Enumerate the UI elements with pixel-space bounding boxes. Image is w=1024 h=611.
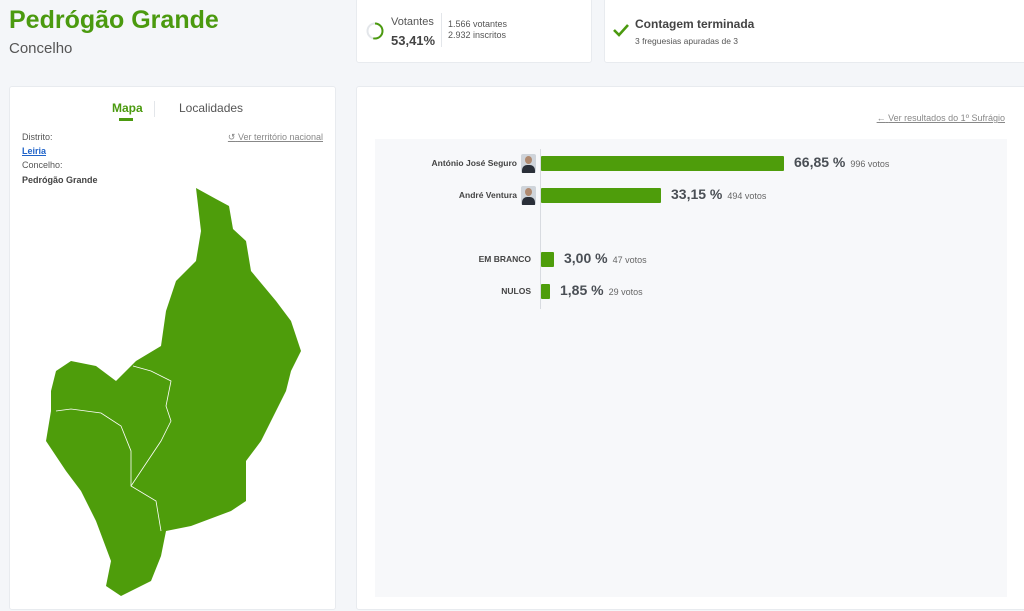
map-region <box>46 188 301 596</box>
turnout-card: Votantes 53,41% 1.566 votantes 2.932 ins… <box>356 0 592 63</box>
municipality-label: Concelho: <box>22 160 63 170</box>
turnout-percent: 53,41% <box>391 33 436 48</box>
active-tab-indicator <box>119 118 133 121</box>
count-status-detail: 3 freguesias apuradas de 3 <box>635 36 739 46</box>
result-bar <box>541 252 554 267</box>
result-percent: 66,85 % <box>794 154 846 170</box>
result-row: NULOS 1,85 % 29 votos <box>375 282 1007 300</box>
district-link[interactable]: Leiria <box>22 146 47 156</box>
results-chart: António José Seguro 66,85 % 996 votos André… <box>375 139 1007 597</box>
district-label: Distrito: <box>22 132 53 142</box>
page-subtitle: Concelho <box>9 40 73 57</box>
result-percent: 1,85 % <box>560 282 604 298</box>
result-votes: 47 votos <box>612 255 647 265</box>
result-row: EM BRANCO 3,00 % 47 votos <box>375 250 1007 268</box>
results-panel: ← Ver resultados do 1º Sufrágio António … <box>356 86 1024 610</box>
candidate-avatar <box>521 186 536 205</box>
turnout-label: Votantes <box>391 16 434 28</box>
result-votes: 494 votos <box>727 191 767 201</box>
undo-icon: ↺ <box>227 132 236 142</box>
result-row: André Ventura 33,15 % 494 votos <box>375 186 1007 205</box>
divider <box>441 13 442 47</box>
tab-localidades[interactable]: Localidades <box>179 101 244 115</box>
result-percent: 33,15 % <box>671 186 723 202</box>
voters-count: 1.566 votantes <box>448 19 508 29</box>
result-votes: 996 votos <box>850 159 890 169</box>
check-icon <box>613 24 629 37</box>
municipality-name: Pedrógão Grande <box>22 175 98 185</box>
national-territory-link[interactable]: ↺ Ver território nacional <box>228 132 323 143</box>
result-bar <box>541 284 550 299</box>
first-round-link-label: Ver resultados do 1º Sufrágio <box>888 113 1005 123</box>
candidate-avatar <box>521 154 536 173</box>
national-territory-link-label: Ver território nacional <box>237 132 323 142</box>
registered-count: 2.932 inscritos <box>448 30 507 40</box>
page-title: Pedrógão Grande <box>9 6 219 34</box>
arrow-left-icon: ← <box>876 113 886 123</box>
divider <box>154 101 155 117</box>
map-panel: Mapa Localidades Distrito: Leiria Concel… <box>9 86 336 610</box>
result-name: NULOS <box>501 286 531 296</box>
count-status-card: Contagem terminada 3 freguesias apuradas… <box>604 0 1024 63</box>
result-name: António José Seguro <box>431 158 517 168</box>
result-row: António José Seguro 66,85 % 996 votos <box>375 154 1007 173</box>
result-bar <box>541 188 661 203</box>
chart-axis <box>540 149 541 309</box>
municipality-map[interactable] <box>10 87 337 611</box>
count-status-title: Contagem terminada <box>635 17 755 31</box>
turnout-progress-ring <box>366 22 384 40</box>
result-name: EM BRANCO <box>478 254 531 264</box>
result-votes: 29 votos <box>608 287 643 297</box>
first-round-link[interactable]: ← Ver resultados do 1º Sufrágio <box>877 113 1005 123</box>
tab-mapa[interactable]: Mapa <box>112 101 143 115</box>
result-name: André Ventura <box>458 190 517 200</box>
result-percent: 3,00 % <box>564 250 608 266</box>
result-bar <box>541 156 784 171</box>
